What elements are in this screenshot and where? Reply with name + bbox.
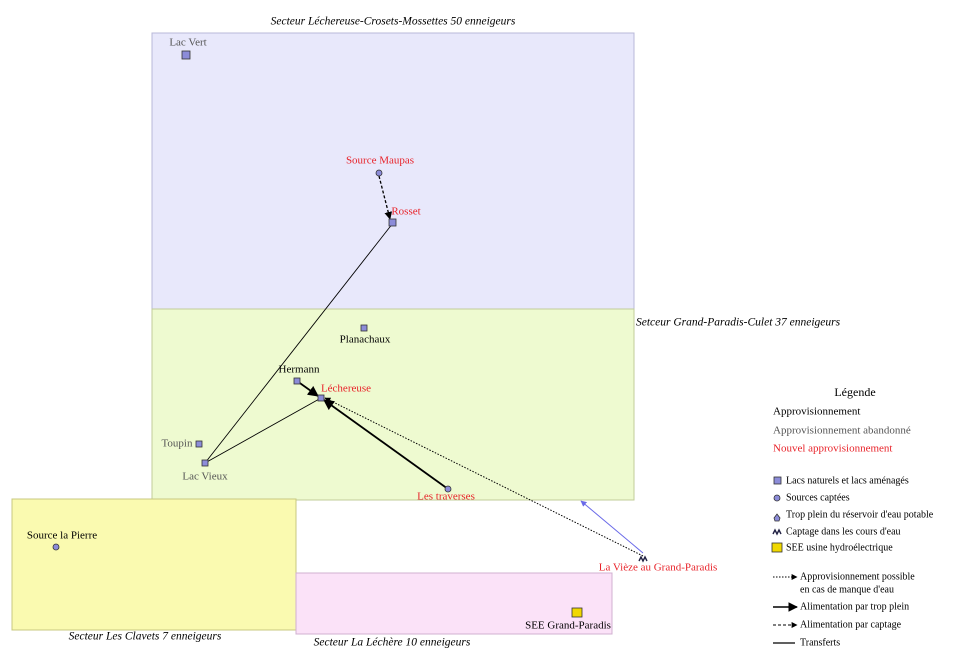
sector-title: Secteur Léchereuse-Crosets-Mossettes 50 …: [271, 16, 516, 28]
legend-item: Alimentation par trop plein: [800, 601, 909, 612]
lake-icon: [388, 218, 397, 227]
source-icon: [444, 485, 452, 493]
sector-area: [11, 498, 297, 631]
link: [204, 222, 394, 464]
node-label: La Vièze au Grand-Paradis: [599, 562, 718, 574]
overflow-icon: [773, 513, 781, 522]
source-icon: [773, 494, 781, 502]
plant-icon: [771, 542, 783, 553]
node-label: Les traverses: [417, 491, 475, 503]
legend-item: Lacs naturels et lacs aménagés: [786, 475, 909, 486]
lake-icon: [360, 324, 368, 332]
legend-item: Captage dans les cours d'eau: [786, 526, 901, 537]
legend-item: en cas de manque d'eau: [800, 584, 894, 595]
lake-icon: [773, 476, 782, 485]
lake-icon: [293, 377, 301, 385]
legend-item: Transferts: [800, 637, 840, 648]
lake-icon: [317, 394, 325, 402]
legend-item: Sources captées: [786, 492, 850, 503]
stream-icon: [772, 528, 782, 536]
node-label: Planachaux: [340, 334, 391, 346]
node-label: Lac Vert: [169, 37, 206, 49]
node-label: Hermann: [279, 364, 320, 376]
link: [204, 397, 322, 464]
legend: Légende Approvisionnement Approvisionnem…: [771, 385, 934, 648]
node-label: Toupin: [161, 438, 193, 450]
legend-title: Légende: [834, 385, 875, 399]
link: [323, 399, 449, 490]
legend-item: SEE usine hydroélectrique: [786, 542, 893, 553]
link: [378, 175, 393, 220]
legend-status: Approvisionnement: [773, 406, 860, 418]
sector-area: [151, 32, 635, 310]
node-label: Source Maupas: [346, 155, 414, 167]
source-icon: [375, 169, 383, 177]
legend-item: Approvisionnement possible: [800, 571, 915, 582]
node-label: SEE Grand-Paradis: [525, 620, 611, 632]
legend-item: Trop plein du réservoir d'eau potable: [786, 509, 934, 520]
sector-title: Secteur Les Clavets 7 enneigeurs: [69, 631, 222, 643]
stream-icon: [638, 555, 648, 563]
legend-status: Approvisionnement abandonné: [773, 425, 911, 437]
link: [296, 380, 319, 397]
sector-area: [151, 308, 635, 501]
plant-icon: [571, 607, 583, 618]
lake-icon: [201, 459, 209, 467]
link: [324, 397, 644, 557]
sector-area: [295, 572, 613, 635]
lake-icon: [181, 50, 191, 60]
sector-title: Setceur Grand-Paradis-Culet 37 enneigeur…: [636, 317, 841, 329]
node-label: Lac Vieux: [182, 471, 228, 483]
source-icon: [52, 543, 60, 551]
node-label: Source la Pierre: [27, 530, 97, 542]
legend-item: Alimentation par captage: [800, 619, 902, 630]
node-label: Léchereuse: [321, 383, 371, 395]
legend-status: Nouvel approvisionnement: [773, 443, 892, 455]
link: [580, 500, 644, 554]
node-label: Rosset: [391, 206, 420, 218]
sector-title: Secteur La Léchère 10 enneigeurs: [314, 637, 471, 648]
lake-icon: [195, 440, 203, 448]
